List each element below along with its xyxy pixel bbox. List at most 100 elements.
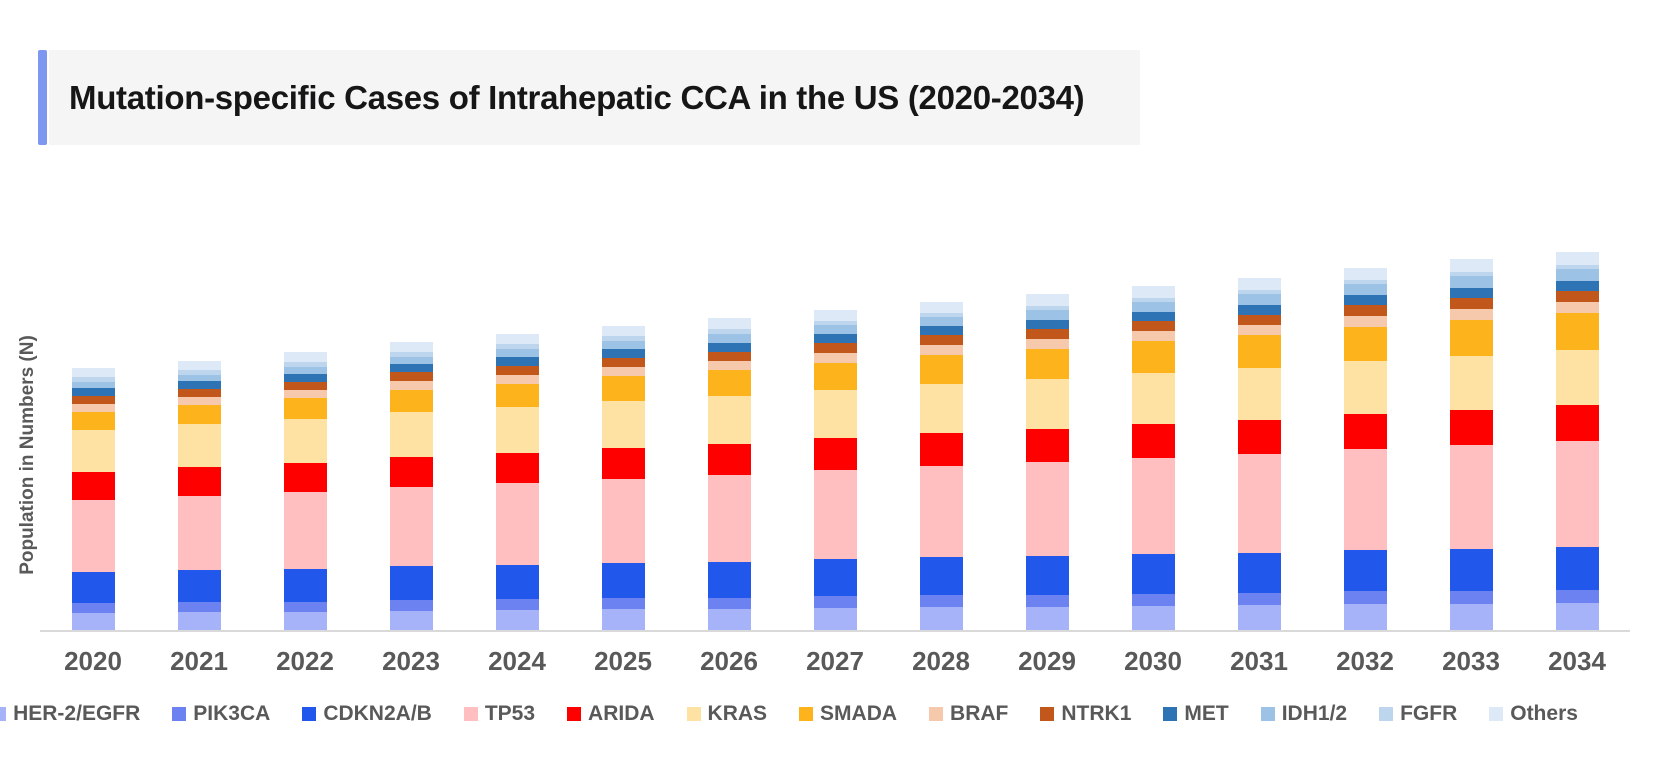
bar-segment-pik3ca-2033 xyxy=(1449,591,1493,604)
bar-segment-ntrk1-2032 xyxy=(1343,305,1387,316)
bar-segment-idh12-2023 xyxy=(389,357,433,364)
legend-item-idh12: IDH1/2 xyxy=(1260,702,1347,726)
bar-segment-braf-2025 xyxy=(601,367,645,376)
bar-segment-met-2027 xyxy=(813,334,857,343)
bar-segment-fgfr-2031 xyxy=(1237,290,1281,294)
x-axis-label-2031: 2031 xyxy=(1230,646,1288,676)
bar-segment-smada-2030 xyxy=(1131,341,1175,373)
bar-segment-her2egfr-2033 xyxy=(1449,604,1493,630)
bar-segment-her2egfr-2024 xyxy=(495,610,539,630)
bar-segment-tp53-2029 xyxy=(1025,462,1069,556)
bar-segment-braf-2027 xyxy=(813,353,857,363)
bar-segment-ntrk1-2025 xyxy=(601,358,645,367)
bar-segment-met-2032 xyxy=(1343,295,1387,305)
bar-segment-others-2021 xyxy=(177,361,221,370)
bar-segment-others-2033 xyxy=(1449,259,1493,272)
bar-segment-pik3ca-2028 xyxy=(919,595,963,607)
bar-segment-tp53-2030 xyxy=(1131,458,1175,554)
bar-segment-idh12-2031 xyxy=(1237,294,1281,305)
x-axis-label-2021: 2021 xyxy=(170,646,228,676)
plot-area xyxy=(40,210,1630,630)
bar-segment-arida-2020 xyxy=(71,472,115,500)
x-axis-label-2033: 2033 xyxy=(1442,646,1500,676)
bar-segment-braf-2032 xyxy=(1343,316,1387,327)
bar-segment-cdkn2ab-2027 xyxy=(813,559,857,596)
bar-segment-fgfr-2030 xyxy=(1131,298,1175,302)
bar-segment-idh12-2028 xyxy=(919,317,963,326)
x-axis-label-2025: 2025 xyxy=(594,646,652,676)
bar-segment-pik3ca-2031 xyxy=(1237,593,1281,605)
legend-swatch-icon xyxy=(686,707,701,721)
legend-item-her2egfr: HER-2/EGFR xyxy=(0,702,140,726)
bar-segment-her2egfr-2034 xyxy=(1555,603,1599,630)
bar-segment-fgfr-2029 xyxy=(1025,306,1069,310)
legend-swatch-icon xyxy=(1379,707,1394,721)
chart-legend: HER-2/EGFR PIK3CA CDKN2A/B TP53 ARIDA KRAS SMA… xyxy=(0,702,1578,726)
legend-label: CDKN2A/B xyxy=(323,702,432,725)
bar-segment-braf-2020 xyxy=(71,404,115,412)
bar-segment-smada-2024 xyxy=(495,384,539,407)
bar-group-2025 xyxy=(570,210,676,630)
legend-swatch-icon xyxy=(799,707,814,721)
bar-segment-idh12-2032 xyxy=(1343,284,1387,295)
bar-segment-arida-2029 xyxy=(1025,429,1069,462)
bar-segment-fgfr-2027 xyxy=(813,321,857,325)
bar-segment-arida-2023 xyxy=(389,457,433,487)
bar-segment-smada-2026 xyxy=(707,370,751,396)
bar-segment-ntrk1-2024 xyxy=(495,366,539,375)
bar-segment-braf-2034 xyxy=(1555,302,1599,313)
bar-segment-arida-2032 xyxy=(1343,414,1387,449)
bar-segment-smada-2033 xyxy=(1449,320,1493,356)
bar-segment-others-2027 xyxy=(813,310,857,321)
bar-segment-braf-2030 xyxy=(1131,331,1175,341)
bar-segment-smada-2029 xyxy=(1025,349,1069,379)
bar-segment-ntrk1-2026 xyxy=(707,352,751,361)
bar-segment-arida-2028 xyxy=(919,433,963,466)
bar-segment-fgfr-2021 xyxy=(177,370,221,375)
x-axis-label-2029: 2029 xyxy=(1018,646,1076,676)
bar-segment-cdkn2ab-2023 xyxy=(389,566,433,600)
bar-segment-idh12-2022 xyxy=(283,367,327,374)
legend-swatch-icon xyxy=(1040,707,1055,721)
legend-swatch-icon xyxy=(302,707,317,721)
legend-label: HER-2/EGFR xyxy=(13,702,141,725)
bar-segment-pik3ca-2022 xyxy=(283,602,327,612)
bar-segment-tp53-2022 xyxy=(283,492,327,569)
bar-segment-met-2028 xyxy=(919,326,963,335)
bar-stack-2025 xyxy=(601,326,645,630)
bar-segment-braf-2024 xyxy=(495,375,539,384)
bar-stack-2032 xyxy=(1343,268,1387,630)
bar-segment-ntrk1-2028 xyxy=(919,335,963,345)
x-axis-label-2030: 2030 xyxy=(1124,646,1182,676)
bar-segment-tp53-2032 xyxy=(1343,449,1387,550)
bar-stack-2021 xyxy=(177,361,221,630)
bar-segment-kras-2023 xyxy=(389,412,433,457)
bar-segment-kras-2033 xyxy=(1449,356,1493,410)
legend-swatch-icon xyxy=(929,707,944,721)
bar-segment-pik3ca-2026 xyxy=(707,598,751,609)
bar-segment-arida-2031 xyxy=(1237,420,1281,454)
bar-segment-kras-2034 xyxy=(1555,350,1599,405)
legend-item-braf: BRAF xyxy=(929,702,1008,726)
bar-stack-2020 xyxy=(71,368,115,630)
legend-swatch-icon xyxy=(1163,707,1178,721)
bar-segment-others-2031 xyxy=(1237,278,1281,290)
bar-segment-kras-2022 xyxy=(283,419,327,463)
bar-segment-her2egfr-2023 xyxy=(389,611,433,630)
x-axis-label-2023: 2023 xyxy=(382,646,440,676)
bar-group-2027 xyxy=(782,210,888,630)
title-accent-bar xyxy=(38,50,47,145)
legend-item-others: Others xyxy=(1489,702,1578,726)
bar-segment-smada-2032 xyxy=(1343,327,1387,361)
bar-segment-idh12-2020 xyxy=(71,382,115,388)
bar-segment-kras-2020 xyxy=(71,430,115,472)
bar-segment-pik3ca-2020 xyxy=(71,603,115,613)
bar-group-2028 xyxy=(888,210,994,630)
bar-segment-smada-2022 xyxy=(283,398,327,419)
bar-segment-tp53-2025 xyxy=(601,479,645,563)
bar-segment-cdkn2ab-2020 xyxy=(71,572,115,603)
bar-segment-pik3ca-2032 xyxy=(1343,591,1387,604)
bar-stack-2026 xyxy=(707,318,751,630)
bar-segment-kras-2027 xyxy=(813,390,857,438)
legend-item-fgfr: FGFR xyxy=(1379,702,1457,726)
